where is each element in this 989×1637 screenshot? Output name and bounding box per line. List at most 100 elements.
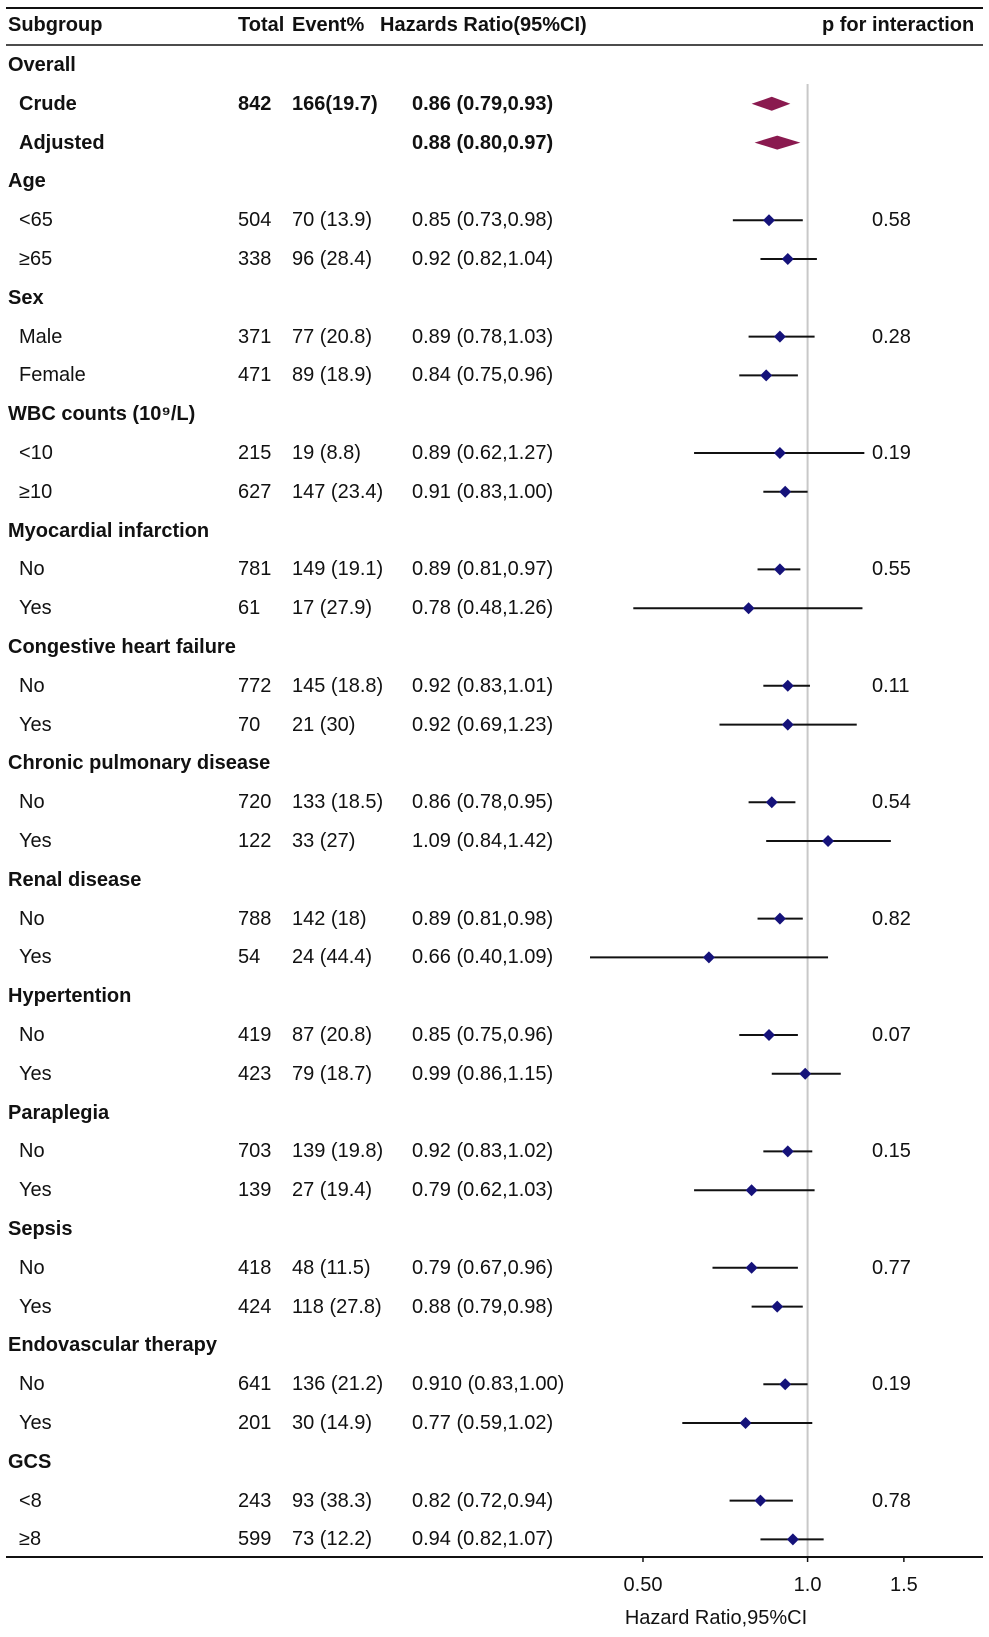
p-interaction-value: 0.82: [872, 907, 911, 930]
event-value: 19 (8.8): [292, 442, 361, 464]
subgroup-heading: Paraplegia: [8, 1101, 110, 1124]
subgroup-heading: Renal disease: [8, 868, 142, 891]
event-value: 24 (44.4): [292, 946, 373, 969]
hr-ci-value: 0.79 (0.67,0.96): [412, 1256, 554, 1279]
point-estimate: [745, 1184, 758, 1197]
hr-ci-value: 0.84 (0.75,0.96): [412, 364, 554, 387]
hr-ci-value: 0.89 (0.81,0.98): [412, 907, 554, 930]
subgroup-heading: Sepsis: [8, 1218, 73, 1240]
hr-ci-value: 0.86 (0.79,0.93): [412, 92, 554, 115]
p-interaction-value: 0.28: [872, 325, 911, 348]
hr-ci-value: 0.99 (0.86,1.15): [412, 1062, 554, 1085]
hr-ci-value: 0.92 (0.82,1.04): [412, 248, 554, 270]
point-estimate: [773, 563, 786, 576]
subgroup-label: Yes: [19, 1062, 52, 1085]
p-interaction-value: 0.58: [872, 209, 911, 232]
subgroup-heading: Sex: [8, 286, 44, 309]
total-value: 424: [238, 1295, 272, 1318]
point-estimate: [779, 1378, 792, 1391]
total-value: 201: [238, 1412, 272, 1434]
event-value: 136 (21.2): [292, 1373, 384, 1396]
p-interaction-value: 0.19: [872, 1373, 911, 1396]
subgroup-heading: Hypertention: [8, 985, 132, 1008]
x-tick-label: 0.50: [623, 1574, 663, 1596]
hr-ci-value: 0.92 (0.83,1.02): [412, 1140, 554, 1163]
hr-ci-value: 0.89 (0.81,0.97): [412, 558, 554, 581]
event-value: 70 (13.9): [292, 209, 373, 232]
hr-ci-value: 0.910 (0.83,1.00): [412, 1373, 565, 1396]
subgroup-heading: Overall: [8, 54, 76, 76]
subgroup-label: No: [19, 674, 45, 697]
point-estimate: [745, 1261, 758, 1274]
subgroup-heading: Myocardial infarction: [8, 519, 210, 542]
hr-ci-value: 0.91 (0.83,1.00): [412, 480, 554, 503]
hr-ci-value: 1.09 (0.84,1.42): [412, 830, 554, 852]
p-interaction-value: 0.15: [872, 1140, 911, 1163]
event-value: 79 (18.7): [292, 1062, 373, 1085]
point-estimate: [771, 1300, 784, 1313]
point-estimate: [779, 485, 792, 498]
p-interaction-value: 0.55: [872, 558, 911, 581]
subgroup-label: No: [19, 1140, 45, 1163]
subgroup-label: ≥8: [19, 1528, 42, 1551]
subgroup-label: No: [19, 907, 45, 930]
subgroup-label: ≥10: [19, 480, 53, 503]
subgroup-heading: Congestive heart failure: [8, 636, 236, 658]
subgroup-label: Yes: [19, 946, 52, 969]
hr-ci-value: 0.89 (0.78,1.03): [412, 325, 554, 348]
event-value: 48 (11.5): [292, 1256, 371, 1279]
hr-ci-value: 0.79 (0.62,1.03): [412, 1179, 554, 1202]
total-value: 61: [238, 597, 261, 620]
total-value: 54: [238, 946, 261, 969]
subgroup-label: Yes: [19, 1295, 52, 1318]
event-value: 73 (12.2): [292, 1528, 373, 1551]
p-interaction-value: 0.07: [872, 1024, 911, 1046]
point-estimate: [742, 602, 755, 615]
point-estimate: [739, 1417, 752, 1429]
subgroup-label: Crude: [19, 92, 77, 115]
header-hr: Hazards Ratio(95%CI): [380, 14, 587, 36]
subgroup-heading: Chronic pulmonary disease: [8, 752, 271, 775]
point-estimate: [762, 1029, 775, 1041]
point-estimate: [781, 253, 794, 265]
total-value: 720: [238, 791, 272, 814]
p-interaction-value: 0.77: [872, 1256, 911, 1279]
subgroup-label: <8: [19, 1489, 42, 1512]
subgroup-heading: GCS: [8, 1450, 52, 1473]
subgroup-label: No: [19, 558, 45, 581]
total-value: 772: [238, 674, 272, 697]
total-value: 703: [238, 1140, 272, 1163]
subgroup-label: Yes: [19, 713, 52, 736]
event-value: 30 (14.9): [292, 1412, 373, 1434]
subgroup-heading: Age: [8, 170, 46, 193]
hr-ci-value: 0.88 (0.80,0.97): [412, 131, 554, 154]
point-estimate: [762, 214, 775, 227]
event-value: 133 (18.5): [292, 791, 384, 814]
hr-ci-value: 0.85 (0.73,0.98): [412, 209, 554, 232]
total-value: 599: [238, 1528, 272, 1551]
hr-ci-value: 0.82 (0.72,0.94): [412, 1489, 554, 1512]
subgroup-label: <65: [19, 209, 53, 232]
point-estimate: [799, 1067, 812, 1080]
total-value: 419: [238, 1024, 272, 1046]
subgroup-label: Yes: [19, 1412, 52, 1434]
header-event: Event%: [292, 14, 365, 36]
subgroup-label: Female: [19, 364, 86, 387]
total-value: 788: [238, 907, 272, 930]
point-estimate: [822, 835, 835, 847]
point-estimate: [786, 1533, 799, 1546]
point-estimate: [781, 679, 794, 692]
point-estimate: [773, 447, 786, 459]
p-interaction-value: 0.11: [872, 674, 910, 697]
hr-ci-value: 0.89 (0.62,1.27): [412, 442, 554, 464]
event-value: 142 (18): [292, 907, 367, 930]
event-value: 149 (19.1): [292, 558, 384, 581]
hr-ci-value: 0.78 (0.48,1.26): [412, 597, 554, 620]
event-value: 33 (27): [292, 830, 356, 852]
subgroup-heading: WBC counts (10⁹/L): [8, 403, 196, 426]
subgroup-label: Male: [19, 325, 63, 348]
total-value: 418: [238, 1256, 272, 1279]
event-value: 89 (18.9): [292, 364, 373, 387]
